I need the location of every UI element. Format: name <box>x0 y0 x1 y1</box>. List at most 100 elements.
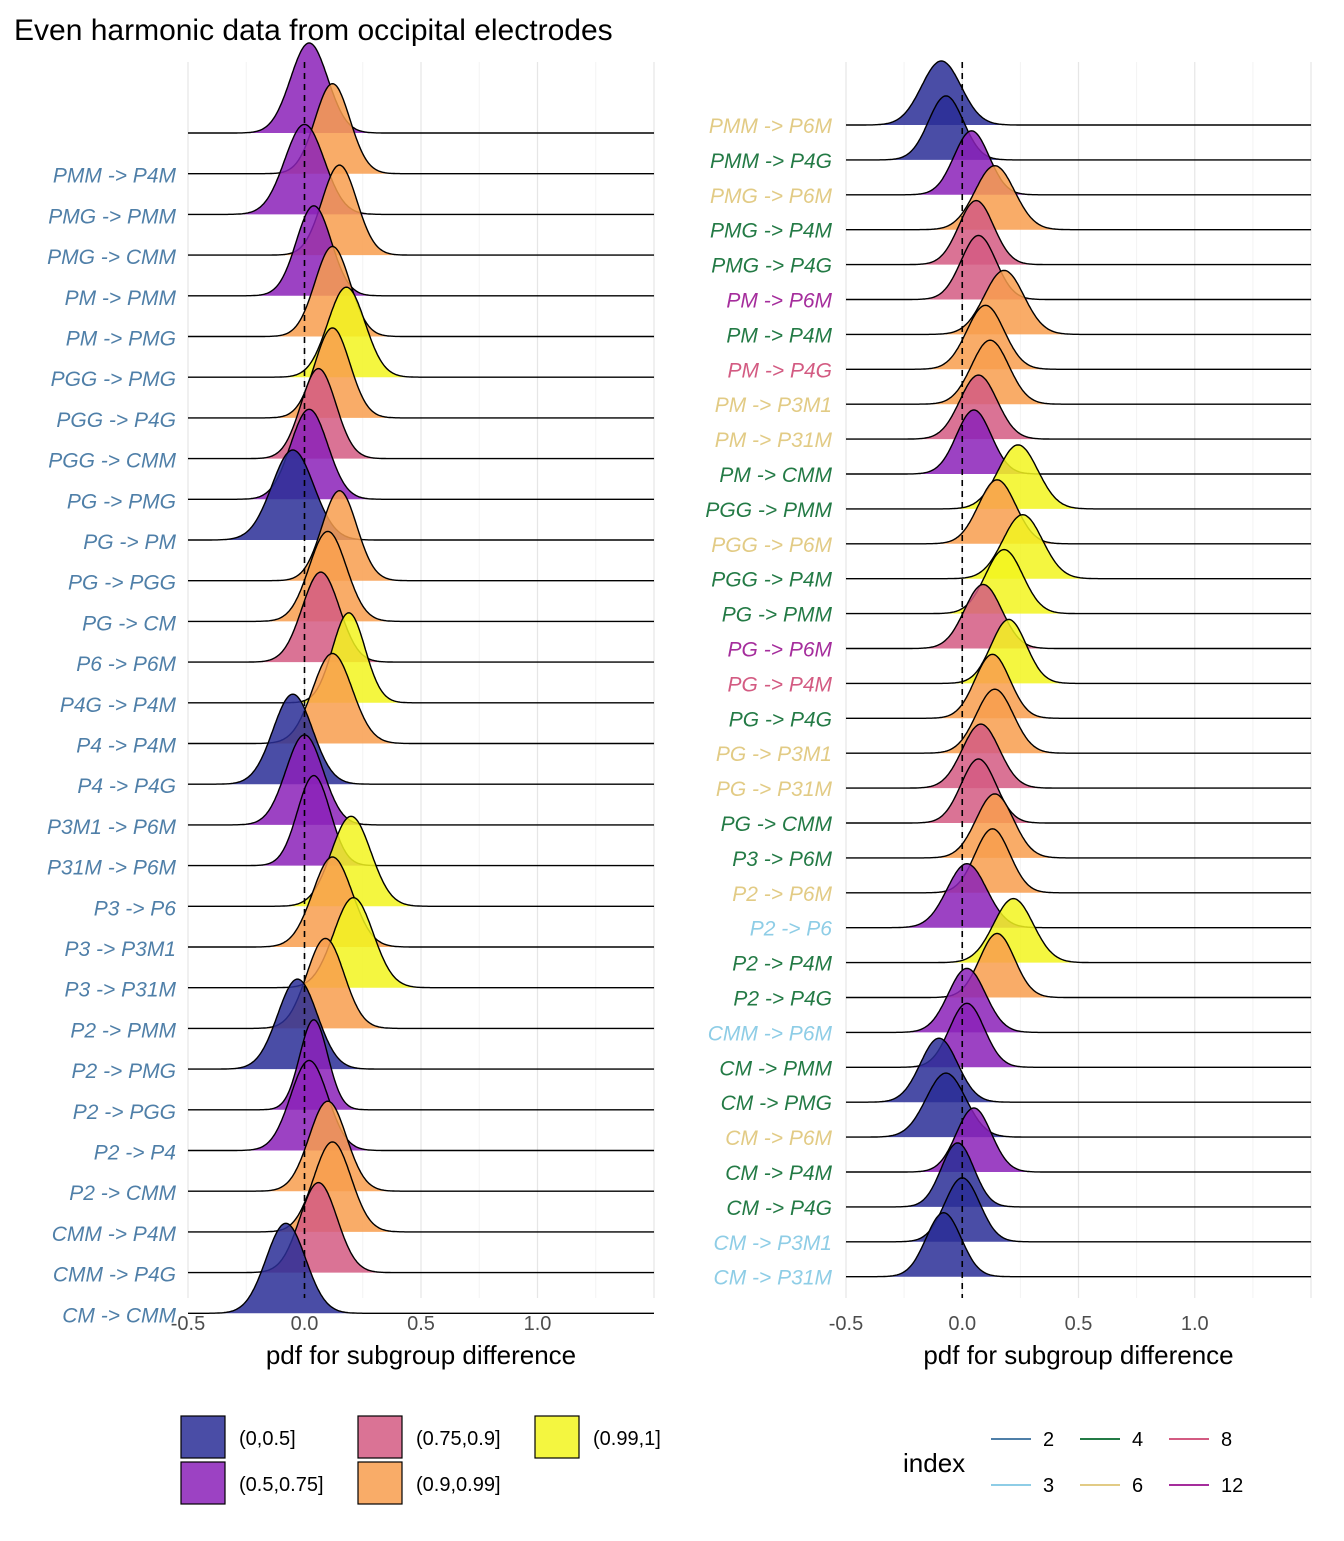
x-tick-label: 0.0 <box>948 1313 976 1335</box>
density-ridge <box>246 572 396 663</box>
ridge-outline <box>846 793 1311 859</box>
y-tick-label: P3M1 -> P6M <box>47 816 176 839</box>
y-tick-label: P2 -> P4G <box>733 988 832 1011</box>
y-tick-label: P2 -> PGG <box>73 1101 176 1124</box>
density-ridge <box>925 270 1084 335</box>
y-tick-label: P4G -> P4M <box>60 694 177 717</box>
x-tick-label: -0.5 <box>171 1313 205 1335</box>
density-ridge <box>906 724 1056 789</box>
x-tick-label: 1.0 <box>524 1313 552 1335</box>
y-tick-label: PMM -> P4M <box>53 165 177 188</box>
y-tick-label: PG -> P3M1 <box>716 743 832 766</box>
y-tick-label: PMG -> PMM <box>48 205 176 228</box>
ridge-outline <box>846 339 1311 405</box>
y-tick-label: PM -> PMM <box>65 287 177 310</box>
index-legend: index 2 3 4 6 8 12 <box>903 1429 1243 1497</box>
y-tick-label: PG -> CM <box>82 612 176 635</box>
density-ridge <box>269 165 410 256</box>
density-ridge <box>887 863 1046 928</box>
density-ridge <box>866 1073 1025 1138</box>
legend-swatch <box>534 1415 580 1459</box>
density-ridge <box>908 235 1049 300</box>
legend-label: 8 <box>1221 1429 1232 1451</box>
density-ridge <box>876 95 1016 160</box>
ridge-outline <box>846 583 1311 650</box>
ridge-outline <box>188 489 654 582</box>
y-tick-label: PM -> P4G <box>728 359 832 382</box>
density-ridge <box>908 759 1049 823</box>
y-tick-label: PGG -> PMM <box>705 499 832 522</box>
ridge-outline <box>846 1072 1311 1138</box>
legend-label: (0.5,0.75] <box>239 1474 324 1496</box>
density-ridge <box>927 933 1067 998</box>
ridge-outline <box>846 1037 1311 1103</box>
y-tick-label: P2 -> PMG <box>72 1060 176 1083</box>
y-tick-label: PMG -> CMM <box>47 246 176 269</box>
density-ridge <box>939 619 1079 684</box>
y-tick-label: PM -> PMG <box>66 328 176 351</box>
ridge-outline <box>188 42 654 134</box>
y-tick-label: P2 -> CMM <box>69 1182 176 1205</box>
ridge-outline <box>188 530 654 623</box>
legend-label: 6 <box>1132 1475 1143 1497</box>
y-axis-labels: CM -> CMM CMM -> P4G CMM -> P4M P2 -> CMM P2… <box>47 165 176 1328</box>
ridge-outline <box>846 130 1311 196</box>
y-tick-label: PG -> P4G <box>729 708 832 731</box>
y-tick-label: PMG -> P4M <box>710 220 832 243</box>
ridge-outline <box>846 758 1311 824</box>
y-tick-label: PG -> CMM <box>721 813 833 836</box>
ridge-outline <box>188 408 654 500</box>
y-tick-label: P2 -> P6M <box>732 883 832 906</box>
ridge-outline <box>188 245 654 338</box>
x-tick-label: 0.0 <box>291 1313 319 1335</box>
density-ridge <box>250 938 400 1029</box>
density-ridge <box>271 287 421 378</box>
y-tick-label: PGG -> PMG <box>51 368 176 391</box>
y-tick-label: PGG -> P4M <box>711 569 832 592</box>
density-ridge <box>274 897 433 988</box>
density-ridge <box>908 584 1058 649</box>
density-ridge <box>892 1142 1023 1207</box>
ridge-outline <box>846 1107 1311 1173</box>
y-tick-label: P3 -> P6 <box>94 897 177 920</box>
ridge-outline <box>846 304 1311 370</box>
y-tick-label: PG -> P4M <box>728 673 833 696</box>
density-ridge <box>243 1182 393 1273</box>
density-ridge <box>920 689 1070 754</box>
density-ridge <box>234 1060 384 1151</box>
x-tick-label: -0.5 <box>829 1313 863 1335</box>
density-ridge <box>922 828 1063 893</box>
density-ridge <box>213 694 373 785</box>
y-tick-label: PGG -> P4G <box>56 409 176 432</box>
density-ridge <box>920 793 1070 858</box>
density-ridge <box>901 130 1042 195</box>
density-ridge <box>864 1038 1014 1103</box>
ridge-outline <box>188 1222 654 1314</box>
density-ridge <box>253 653 412 744</box>
density-ridge <box>934 898 1093 963</box>
ridge-outline <box>846 513 1311 580</box>
legend-label: 4 <box>1132 1429 1143 1451</box>
ridges <box>188 42 654 1314</box>
legend-swatch <box>357 1461 403 1505</box>
ridge-outline <box>846 897 1311 964</box>
y-tick-label: P3 -> P3M1 <box>65 938 176 961</box>
y-tick-label: PMG -> P6M <box>710 185 832 208</box>
ridge-outline <box>846 60 1311 126</box>
y-tick-label: PM -> P3M1 <box>715 394 832 417</box>
y-axis-labels: CM -> P31M CM -> P3M1 CM -> P4G CM -> P4M CM… <box>705 115 832 1290</box>
ridge-outline <box>846 967 1311 1034</box>
density-ridge <box>904 1108 1044 1172</box>
ridge-outline <box>846 444 1311 510</box>
density-ridge <box>225 124 384 215</box>
density-ridge <box>929 549 1079 614</box>
y-tick-label: P31M -> P6M <box>47 857 176 880</box>
density-ridge <box>873 1212 1014 1277</box>
density-ridge <box>911 305 1060 370</box>
right-ridgeline-panel: CM -> P31M CM -> P3M1 CM -> P4G CM -> P4M CM… <box>705 60 1312 1370</box>
density-ridge <box>897 1003 1037 1068</box>
legend-label: (0.9,0.99] <box>416 1474 501 1496</box>
y-tick-label: CM -> PMG <box>721 1092 832 1115</box>
